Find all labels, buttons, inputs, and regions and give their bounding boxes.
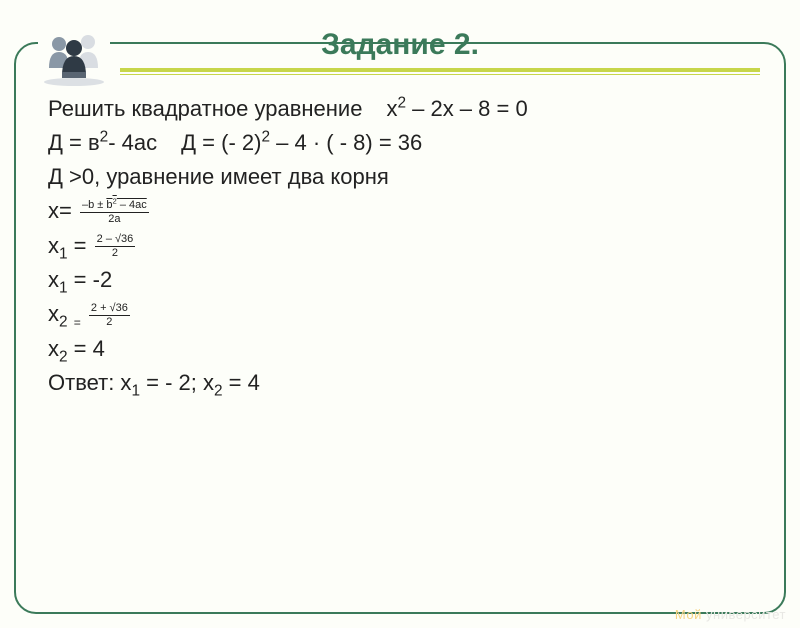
text: Мой <box>675 607 706 622</box>
slide-frame <box>14 42 786 614</box>
people-icon <box>38 28 110 86</box>
watermark: Мой университет <box>675 607 786 622</box>
text: университет <box>706 607 786 622</box>
title-underline <box>120 68 760 74</box>
